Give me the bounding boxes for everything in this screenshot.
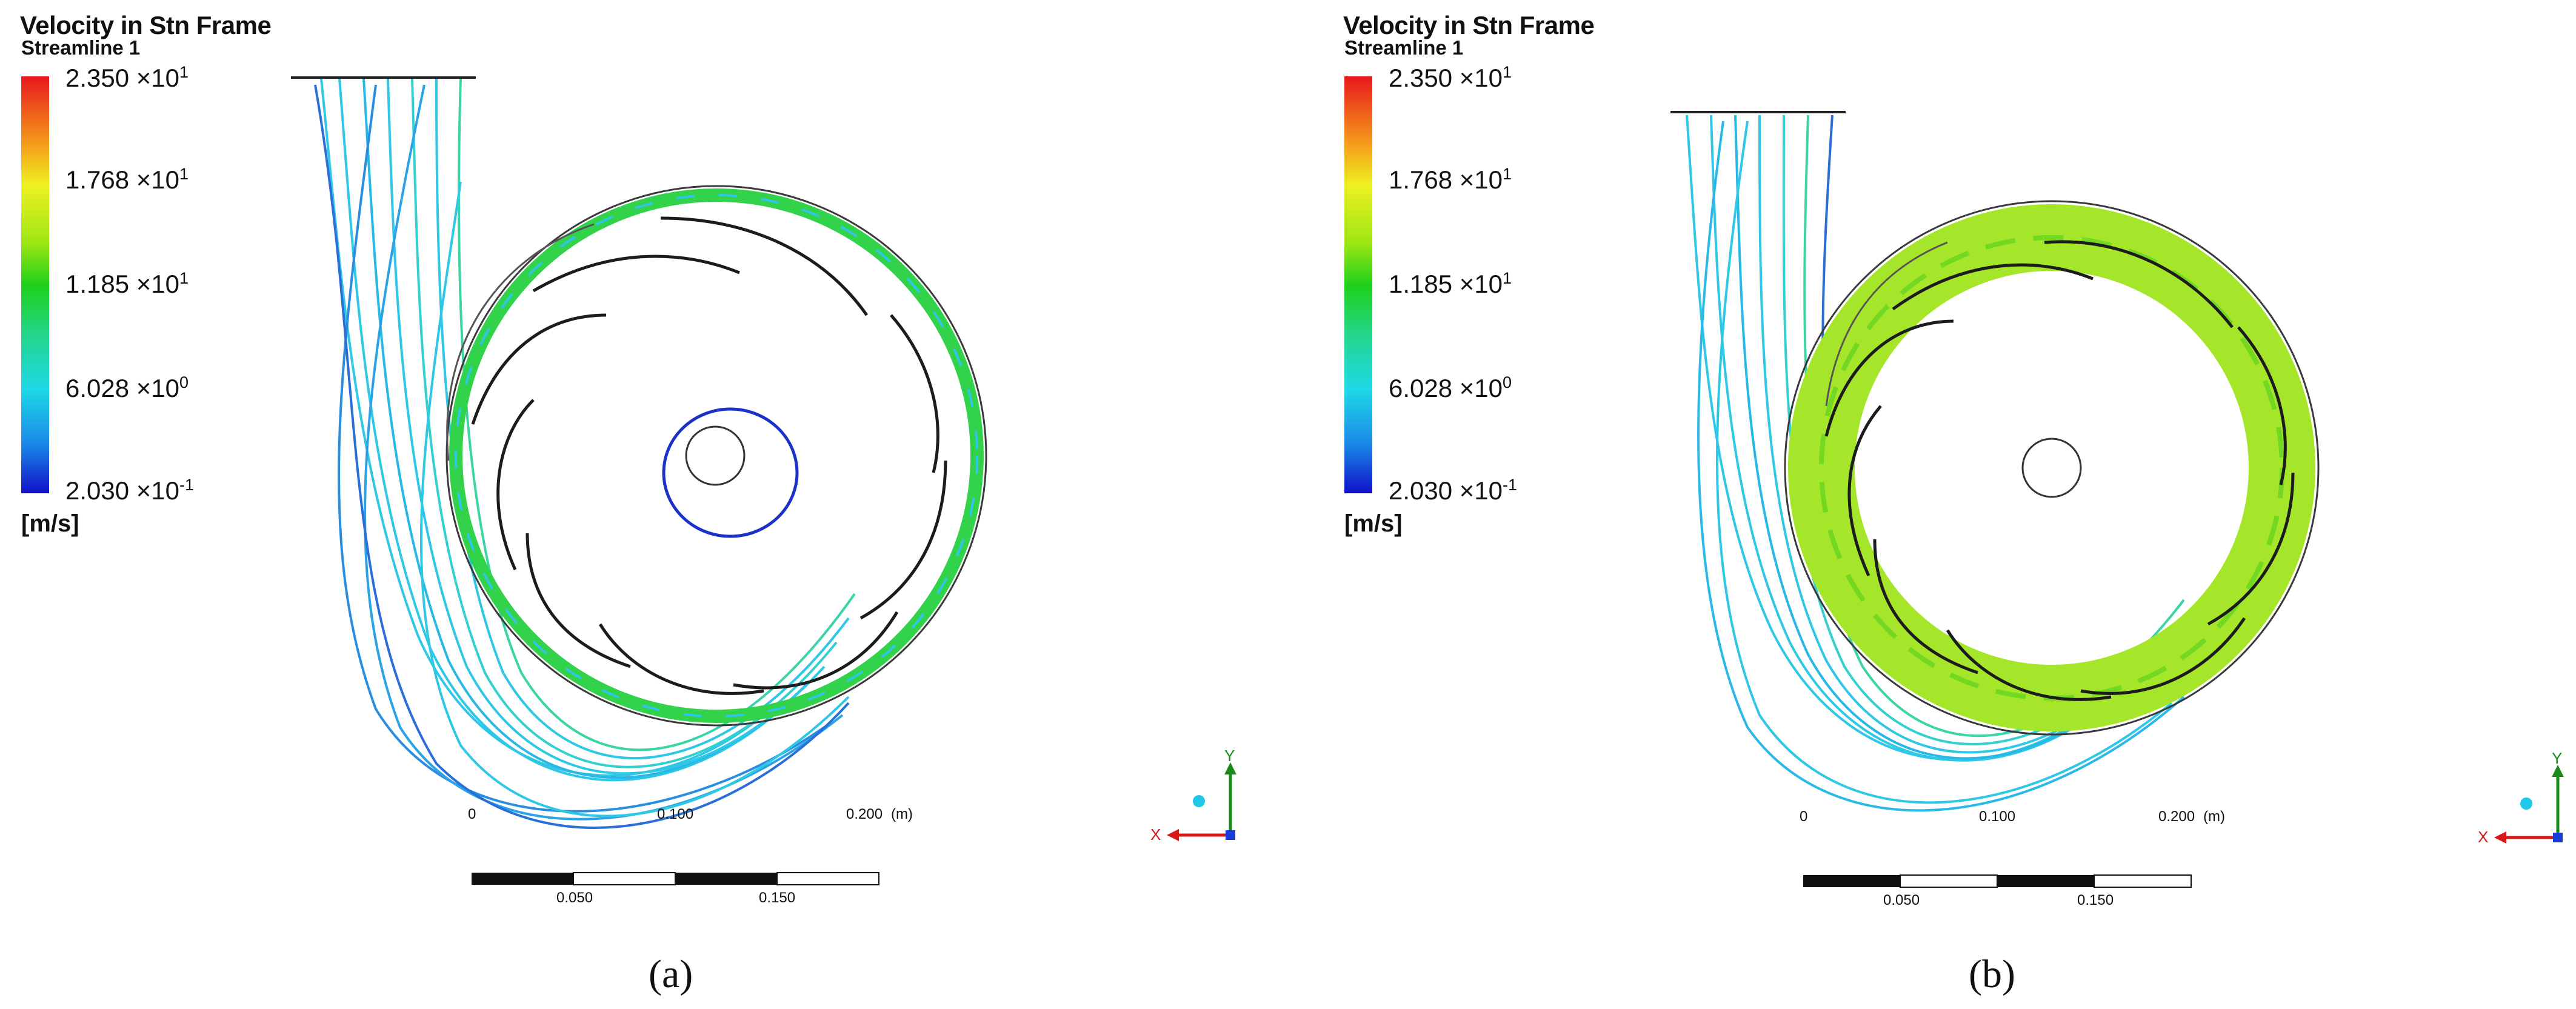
scale-label-0150: 0.150	[2077, 892, 2114, 908]
volute-casing	[1784, 200, 2320, 736]
axis-y-label: Y	[1224, 747, 1235, 765]
legend-tick-4: 6.028 ×100	[65, 373, 189, 402]
panel-caption: (a)	[649, 952, 693, 996]
panel-a: Velocity in Stn Frame Streamline 1 2.350…	[20, 11, 1236, 996]
legend-title: Velocity in Stn Frame	[1343, 11, 1595, 39]
scale-bar	[1803, 874, 2192, 888]
scale-label-0: 0	[1800, 808, 1808, 825]
hub	[2021, 438, 2082, 498]
scale-unit: (m)	[891, 806, 913, 822]
axis-triad	[2494, 765, 2564, 844]
legend-title: Velocity in Stn Frame	[20, 11, 272, 39]
legend-tick-2: 1.768 ×101	[1389, 165, 1512, 194]
scale-label-0: 0	[468, 806, 476, 822]
legend-tick-4: 6.028 ×100	[1389, 373, 1512, 402]
scale-label-0150: 0.150	[759, 890, 796, 906]
scale-label-0200: 0.200	[846, 806, 883, 822]
legend-tick-max: 2.350 ×101	[65, 63, 189, 92]
scale-bar	[472, 872, 879, 885]
panel-b: Velocity in Stn Frame Streamline 1 2.350…	[1323, 0, 2576, 1009]
scale-unit: (m)	[2203, 808, 2225, 825]
legend-tick-3: 1.185 ×101	[65, 269, 189, 298]
legend-tick-2: 1.768 ×101	[65, 165, 189, 194]
axis-y-label: Y	[2552, 749, 2563, 767]
hub-recirculation	[662, 407, 799, 538]
scale-label-0200: 0.200	[2158, 808, 2195, 825]
legend-subtitle: Streamline 1	[1344, 36, 1464, 59]
impeller-blades	[1824, 240, 2295, 701]
colorbar	[1344, 76, 1372, 493]
scale-label-0050: 0.050	[1883, 892, 1920, 908]
legend-tick-3: 1.185 ×101	[1389, 269, 1512, 298]
colorbar	[21, 76, 49, 493]
axis-x-label: X	[1150, 825, 1161, 844]
scale-label-0100: 0.100	[1979, 808, 2016, 825]
scale-label-0050: 0.050	[556, 890, 593, 906]
volute-casing	[445, 185, 987, 727]
panel-caption: (b)	[1969, 952, 2015, 996]
streamline-plot	[291, 76, 1236, 885]
legend-tick-min: 2.030 ×10-1	[1389, 476, 1518, 505]
axis-x-label: X	[2478, 828, 2489, 846]
legend-unit: [m/s]	[1344, 510, 1403, 537]
legend-unit: [m/s]	[21, 510, 79, 537]
streamline-plot	[1670, 111, 2564, 888]
impeller-blades	[471, 216, 947, 695]
axis-triad	[1167, 762, 1236, 841]
legend-subtitle: Streamline 1	[21, 36, 141, 59]
legend-tick-min: 2.030 ×10-1	[65, 476, 195, 505]
streamlines	[314, 78, 856, 829]
legend-tick-max: 2.350 ×101	[1389, 63, 1512, 92]
scale-label-0100: 0.100	[657, 806, 694, 822]
